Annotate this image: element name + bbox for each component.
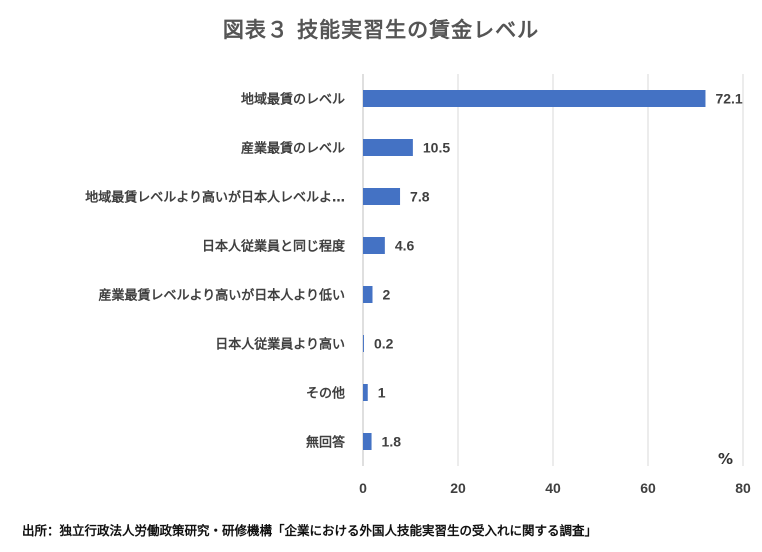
category-label: 日本人従業員より高い [215,337,345,353]
data-label: 0.2 [374,336,394,352]
bar [363,335,364,352]
x-axis-ticks: 0 20 40 60 80 [359,480,751,496]
data-label: 1.8 [382,434,402,450]
category-label: 地域最賃のレベル [241,92,345,108]
category-label: 日本人従業員と同じ程度 [202,239,346,255]
category-label: 産業最賃のレベル [241,141,345,157]
data-label: 7.8 [410,189,430,205]
bar [363,139,413,156]
bars [363,90,706,450]
category-label: 地域最賃レベルより高いが日本人レベルよ… [85,190,345,206]
x-tick-label: 80 [735,480,751,496]
category-label: その他 [306,386,345,402]
data-label: 10.5 [423,140,450,156]
bar [363,188,401,205]
data-label: 2 [383,287,391,303]
data-label: 72.1 [715,91,742,107]
source-note: 出所：独立行政法人労働政策研究・研修機構「企業における外国人技能実習生の受入れに… [22,523,598,538]
data-labels: 72.1 10.5 7.8 4.6 2 0.2 1 1.8 [374,91,743,450]
category-label: 無回答 [306,435,346,451]
unit-label: % [718,450,734,468]
grid-lines [362,74,744,466]
bar [363,286,373,303]
data-label: 4.6 [395,238,415,254]
category-label: 産業最賃レベルより高いが日本人より低い [99,288,345,304]
bar [363,384,368,401]
x-tick-label: 40 [545,480,561,496]
x-tick-label: 60 [640,480,656,496]
bar [363,90,706,107]
chart-title: 図表３ 技能実習生の賃金レベル [222,18,540,42]
x-tick-label: 20 [450,480,466,496]
data-label: 1 [378,385,386,401]
bar [363,237,385,254]
x-tick-label: 0 [359,480,367,496]
bar [363,433,372,450]
